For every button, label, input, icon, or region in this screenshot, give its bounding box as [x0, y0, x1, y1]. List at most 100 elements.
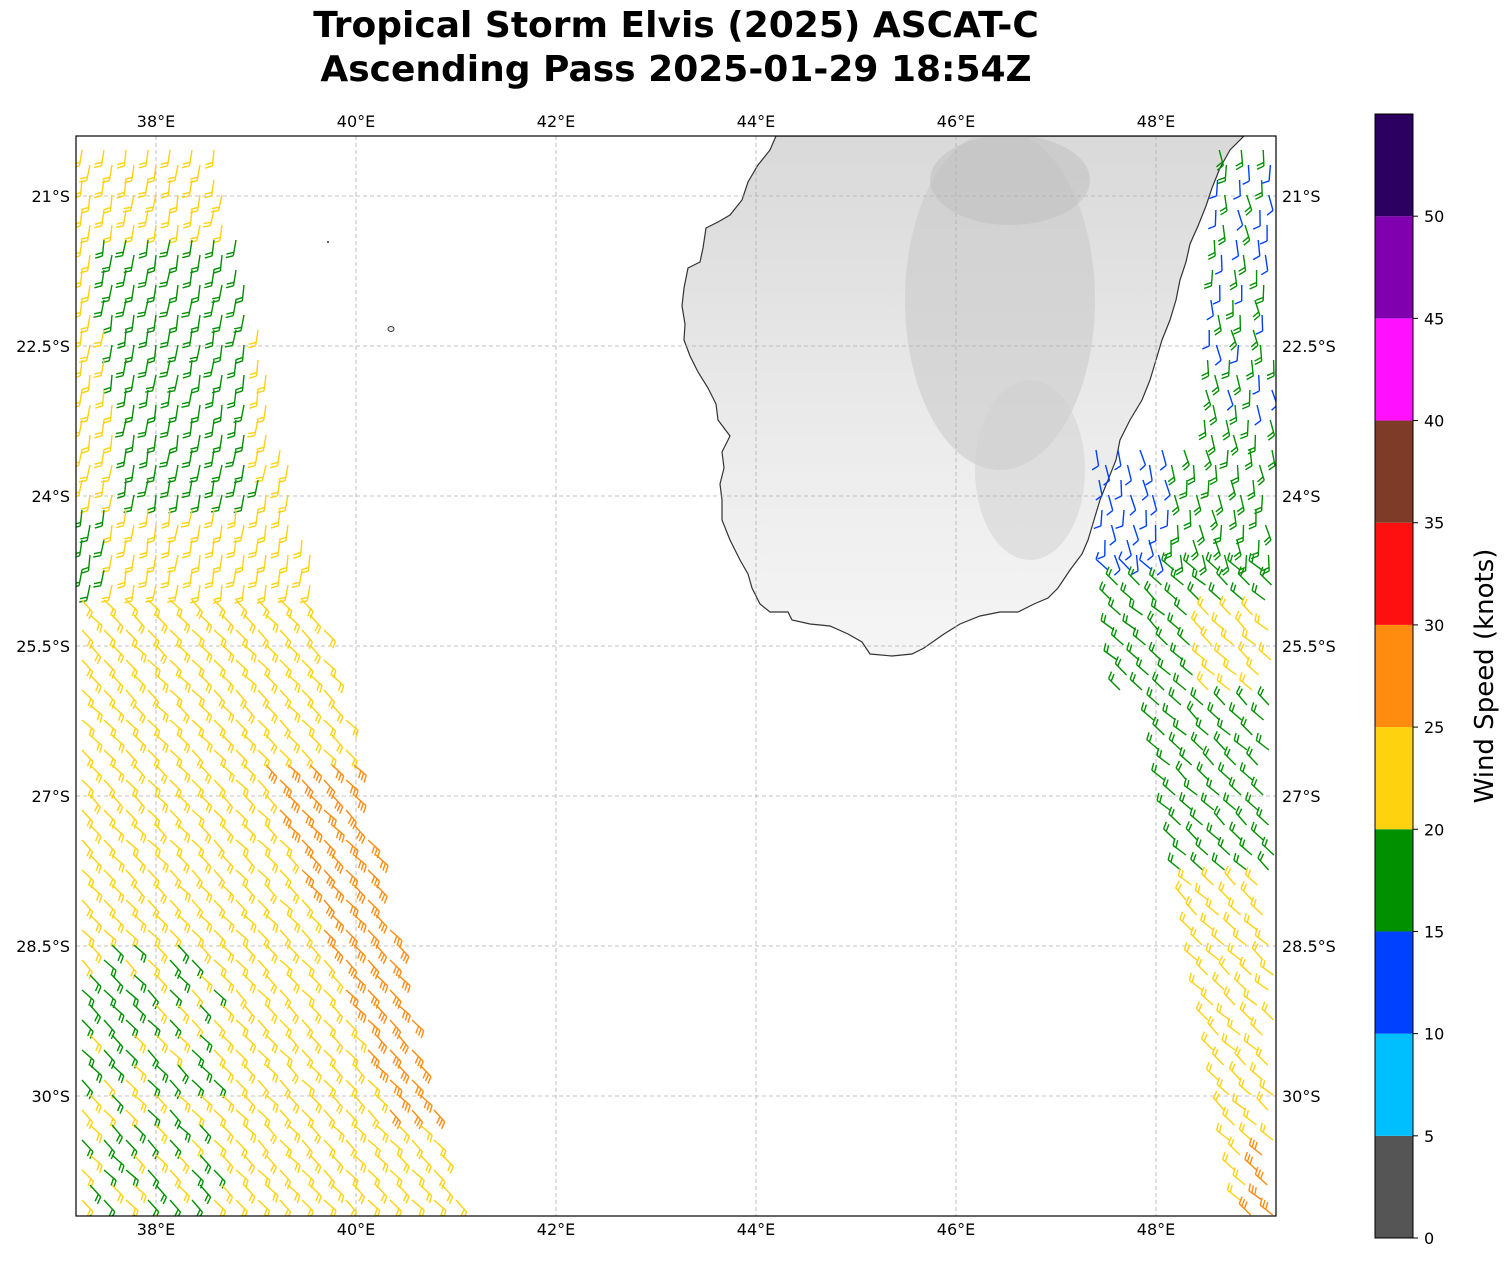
wind-barb — [169, 1019, 182, 1039]
wind-barb — [203, 359, 215, 378]
wind-barb — [301, 839, 314, 859]
wind-barb — [224, 449, 237, 468]
wind-barb — [367, 899, 381, 919]
colorbar-tick-label: 20 — [1424, 820, 1444, 839]
wind-barb — [89, 824, 102, 844]
wind-barb — [177, 1034, 191, 1054]
wind-barb — [1162, 702, 1177, 721]
colorbar-bin — [1375, 727, 1413, 830]
wind-barb — [270, 569, 281, 589]
wind-barb — [1167, 464, 1176, 486]
wind-barb — [1229, 404, 1238, 426]
wind-barb — [155, 1094, 168, 1115]
wind-barb — [1221, 359, 1231, 380]
wind-barb — [116, 389, 127, 409]
wind-barb — [1254, 973, 1269, 991]
wind-barb — [265, 914, 279, 934]
wind-barb — [235, 1199, 248, 1216]
wind-barb — [1168, 686, 1182, 706]
wind-barb — [221, 1124, 234, 1144]
wind-barb — [1163, 821, 1176, 841]
wind-barb — [1228, 479, 1237, 501]
wind-barb — [1113, 554, 1121, 576]
wind-barb — [181, 389, 193, 408]
wind-barb — [367, 1049, 380, 1069]
wind-barb — [1223, 911, 1236, 931]
wind-barb — [1181, 449, 1190, 471]
colorbar-bin — [1375, 216, 1413, 319]
colorbar-bin — [1375, 624, 1413, 728]
wind-barb — [125, 749, 138, 770]
wind-barb — [1164, 582, 1178, 601]
wind-barb — [1254, 613, 1269, 631]
wind-barb — [204, 539, 215, 559]
wind-barb — [1205, 942, 1220, 961]
wind-barb — [375, 1064, 389, 1083]
wind-barb — [221, 704, 235, 724]
wind-barb — [367, 839, 381, 859]
wind-barb — [1243, 988, 1258, 1006]
wind-barb — [1195, 956, 1209, 976]
wind-barb — [133, 1124, 147, 1144]
wind-barb — [1261, 836, 1275, 856]
wind-barb — [204, 269, 215, 289]
wind-barb — [287, 1184, 301, 1204]
wind-barb — [1095, 551, 1109, 571]
wind-barb — [270, 539, 281, 559]
wind-barb — [397, 1064, 410, 1084]
wind-barb — [243, 974, 257, 994]
wind-barb — [323, 1199, 337, 1216]
wind-barb — [309, 1184, 322, 1204]
lon-tick-label: 48°E — [1137, 1220, 1175, 1239]
wind-barb — [79, 164, 91, 183]
wind-barb — [1139, 509, 1148, 530]
wind-barb — [233, 494, 245, 514]
wind-barb — [125, 1139, 138, 1159]
wind-barb — [177, 1124, 191, 1143]
wind-barb — [199, 644, 213, 664]
wind-barb — [270, 449, 281, 469]
wind-barb — [1216, 1076, 1230, 1096]
wind-barb — [287, 644, 301, 664]
wind-barb — [138, 449, 149, 469]
wind-barb — [353, 824, 366, 845]
wind-barb — [225, 269, 237, 289]
wind-barb — [125, 629, 138, 649]
wind-barb — [331, 884, 345, 904]
wind-barb — [182, 239, 193, 259]
wind-barb — [247, 479, 259, 498]
wind-barb — [204, 569, 215, 589]
wind-barb — [301, 1199, 314, 1216]
colorbar-tick-label: 25 — [1424, 718, 1444, 737]
wind-barb — [389, 959, 403, 979]
wind-barb — [115, 299, 127, 318]
wind-barb — [181, 299, 193, 318]
wind-barb — [177, 764, 191, 784]
wind-barb — [213, 1049, 226, 1069]
wind-barb — [265, 674, 278, 694]
wind-barb — [1229, 344, 1240, 365]
wind-barb — [1205, 551, 1219, 571]
wind-barb — [78, 464, 91, 483]
wind-barb — [116, 479, 127, 499]
wind-barb — [1238, 1121, 1252, 1141]
wind-barb — [287, 764, 301, 783]
wind-barb — [221, 794, 234, 815]
wind-barb — [1254, 179, 1263, 200]
wind-barb — [419, 1214, 422, 1216]
wind-barb — [101, 464, 113, 483]
wind-barb — [270, 509, 281, 529]
wind-barb — [375, 854, 389, 874]
wind-barb — [145, 374, 157, 393]
wind-barb — [1105, 566, 1118, 586]
wind-barb — [1207, 209, 1217, 230]
wind-barb — [1095, 479, 1103, 501]
wind-barb — [411, 1019, 425, 1039]
wind-barb — [279, 554, 289, 574]
wind-barb — [133, 1154, 146, 1175]
wind-barb — [1135, 657, 1149, 676]
wind-barb — [1114, 656, 1128, 676]
wind-barb — [301, 809, 315, 829]
wind-barb — [345, 1019, 358, 1039]
wind-barb — [125, 839, 139, 858]
